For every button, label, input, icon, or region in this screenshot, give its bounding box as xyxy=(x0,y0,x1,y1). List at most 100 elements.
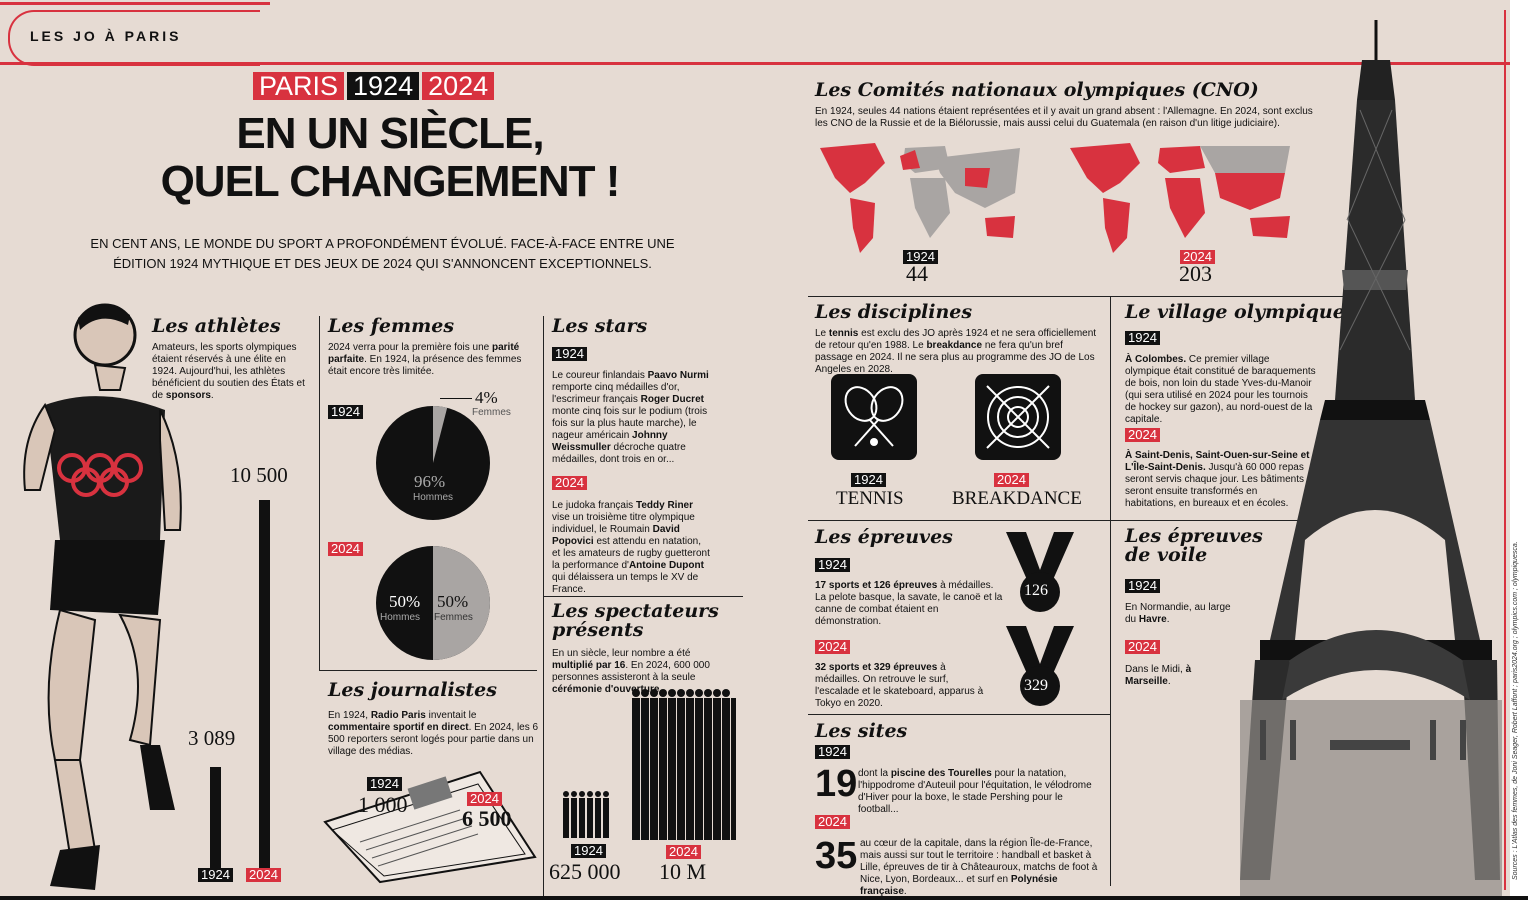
cno-value-2024: 203 xyxy=(1179,261,1212,286)
pie-1924-men-pct: 96% xyxy=(414,472,446,491)
divider xyxy=(319,670,537,671)
journalists-value-1924: 1 000 xyxy=(358,792,408,817)
women-year-2024: 2024 xyxy=(328,542,363,556)
intro-line-1: EN CENT ANS, LE MONDE DU SPORT A PROFOND… xyxy=(90,236,675,251)
world-map-1924 xyxy=(820,143,1020,253)
frame-right-edge xyxy=(1510,0,1528,900)
women-text: 2024 verra pour la première fois une par… xyxy=(328,342,522,377)
athletes-value-2024: 10 500 xyxy=(230,463,288,487)
sites-num-2024: 35 xyxy=(815,835,858,877)
breakdance-label: BREAKDANCE xyxy=(952,488,1082,509)
sailing-text-2024: Dans le Midi, à Marseille. xyxy=(1125,664,1192,687)
page-title: EN UN SIÈCLE, QUEL CHANGEMENT ! xyxy=(100,110,680,206)
village-year-2024: 2024 xyxy=(1125,428,1160,442)
title-line-2: QUEL CHANGEMENT ! xyxy=(160,157,621,206)
tennis-year: 1924 xyxy=(851,473,886,487)
sites-year-1924: 1924 xyxy=(815,745,850,759)
medal-icon-1924 xyxy=(1006,532,1074,612)
journalists-title: Les journalistes xyxy=(328,679,497,701)
cno-year-2024: 2024 xyxy=(1180,250,1215,264)
crowd-icon-1924 xyxy=(563,791,609,838)
sites-title: Les sites xyxy=(815,720,908,742)
frame-bottom xyxy=(0,896,1528,900)
events-year-2024: 2024 xyxy=(815,640,850,654)
pie-1924-women-slice xyxy=(433,406,448,463)
stars-text-1924: Le coureur finlandais Paavo Nurmi rempor… xyxy=(552,370,709,465)
pie-1924-women-pct: 4% xyxy=(475,388,498,407)
frame-line-right xyxy=(1504,10,1506,890)
sources-note: Sources : L'Atlas des femmes, de Joni Se… xyxy=(1512,541,1519,880)
divider xyxy=(319,316,320,670)
stars-year-1924: 1924 xyxy=(552,347,587,361)
journalists-year-2024: 2024 xyxy=(467,792,502,806)
divider xyxy=(808,714,1110,715)
cno-value-1924: 44 xyxy=(906,261,928,286)
world-map-2024 xyxy=(1070,143,1290,253)
stars-year-2024: 2024 xyxy=(552,476,587,490)
crowd-icon-2024 xyxy=(632,689,736,840)
divider xyxy=(543,316,544,896)
medal-value-2024: 329 xyxy=(1024,677,1048,694)
sites-year-2024: 2024 xyxy=(815,815,850,829)
spectators-text: En un siècle, leur nombre a été multipli… xyxy=(552,648,710,695)
divider xyxy=(808,520,1344,521)
medal-icon-2024 xyxy=(1006,626,1074,706)
divider xyxy=(543,596,743,597)
banner-paris: PARIS xyxy=(253,72,345,100)
pie-1924-men-label: Hommes xyxy=(413,492,454,503)
breakdance-icon xyxy=(975,374,1061,460)
pie-2024-women-label: Femmes xyxy=(434,612,473,623)
leader-line xyxy=(440,398,472,399)
events-text-2024: 32 sports et 329 épreuves à médailles. O… xyxy=(815,662,984,709)
spectators-title: Les spectateurs présents xyxy=(552,600,719,641)
sailing-year-2024: 2024 xyxy=(1125,640,1160,654)
pie-1924-women-label: Femmes xyxy=(472,407,511,418)
sites-num-1924: 19 xyxy=(815,763,858,805)
journalists-year-1924: 1924 xyxy=(367,777,402,791)
sailing-year-1924: 1924 xyxy=(1125,579,1160,593)
breakdance-year: 2024 xyxy=(994,473,1029,487)
stars-title: Les stars xyxy=(552,315,648,337)
banner-2024: 2024 xyxy=(422,72,495,100)
section-label: LES JO À PARIS xyxy=(30,28,182,44)
pie-2024-women-pct: 50% xyxy=(437,592,469,611)
spectators-value-2024: 10 M xyxy=(659,859,707,884)
journalists-value-2024: 6 500 xyxy=(462,806,512,831)
sailing-text-1924: En Normandie, au large du Havre. xyxy=(1125,602,1231,625)
disciplines-title: Les disciplines xyxy=(815,301,973,323)
tennis-label: TENNIS xyxy=(836,488,904,509)
events-text-1924: 17 sports et 126 épreuves à médailles. L… xyxy=(815,580,1003,627)
athletes-title: Les athlètes xyxy=(152,315,281,337)
frame-line-top xyxy=(0,62,1528,65)
sites-text-2024: au cœur de la capitale, dans la région Î… xyxy=(860,838,1098,897)
runner-illustration xyxy=(23,303,182,890)
journalists-text: En 1924, Radio Paris inventait le commen… xyxy=(328,710,539,757)
women-year-1924: 1924 xyxy=(328,405,363,419)
village-title: Le village olympique xyxy=(1125,301,1345,323)
banner-1924: 1924 xyxy=(347,72,420,100)
intro-line-2: ÉDITION 1924 MYTHIQUE ET DES JEUX DE 202… xyxy=(113,256,652,271)
sailing-title: Les épreuves de voile xyxy=(1125,525,1263,566)
athletes-value-1924: 3 089 xyxy=(188,726,236,750)
divider xyxy=(808,296,1344,297)
sites-text-1924: dont la piscine des Tourelles pour la na… xyxy=(858,768,1092,815)
spectators-year-2024: 2024 xyxy=(666,845,701,859)
banner: PARIS 1924 2024 xyxy=(253,72,495,100)
spectators-year-1924: 1924 xyxy=(571,844,606,858)
medal-value-1924: 126 xyxy=(1024,582,1048,599)
cno-title: Les Comités nationaux olympiques (CNO) xyxy=(815,79,1259,101)
cno-text: En 1924, seules 44 nations étaient repré… xyxy=(815,106,1313,129)
intro: EN CENT ANS, LE MONDE DU SPORT A PROFOND… xyxy=(70,234,695,274)
pie-2024-men-pct: 50% xyxy=(389,592,421,611)
pie-2024-men-label: Hommes xyxy=(380,612,421,623)
events-title: Les épreuves xyxy=(815,526,953,548)
title-line-1: EN UN SIÈCLE, xyxy=(236,109,544,158)
athletes-year-1924: 1924 xyxy=(198,868,233,882)
cno-year-1924: 1924 xyxy=(903,250,938,264)
frame-line-top-2 xyxy=(0,2,270,5)
village-text-1924: À Colombes. Ce premier village olympique… xyxy=(1125,354,1316,425)
village-text-2024: À Saint-Denis, Saint-Ouen-sur-Seine et L… xyxy=(1125,450,1310,509)
village-year-1924: 1924 xyxy=(1125,331,1160,345)
pie-2024 xyxy=(376,546,490,660)
pie-1924 xyxy=(376,406,490,520)
